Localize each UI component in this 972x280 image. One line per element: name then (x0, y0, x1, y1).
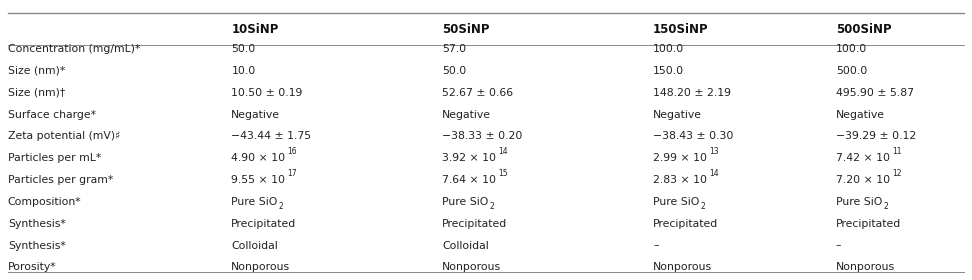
Text: 150.0: 150.0 (653, 66, 684, 76)
Text: 9.55 × 10: 9.55 × 10 (231, 175, 286, 185)
Text: 4.90 × 10: 4.90 × 10 (231, 153, 286, 163)
Text: Pure SiO: Pure SiO (231, 197, 278, 207)
Text: 7.64 × 10: 7.64 × 10 (442, 175, 497, 185)
Text: 13: 13 (710, 147, 718, 156)
Text: Precipitated: Precipitated (231, 219, 296, 229)
Text: −38.43 ± 0.30: −38.43 ± 0.30 (653, 131, 734, 141)
Text: Nonporous: Nonporous (231, 262, 291, 272)
Text: Precipitated: Precipitated (836, 219, 901, 229)
Text: 12: 12 (892, 169, 901, 178)
Text: 500.0: 500.0 (836, 66, 867, 76)
Text: 10.0: 10.0 (231, 66, 256, 76)
Text: Size (nm)†: Size (nm)† (8, 88, 65, 98)
Text: Size (nm)*: Size (nm)* (8, 66, 65, 76)
Text: 150SiNP: 150SiNP (653, 23, 709, 36)
Text: Pure SiO: Pure SiO (653, 197, 700, 207)
Text: −43.44 ± 1.75: −43.44 ± 1.75 (231, 131, 311, 141)
Text: Negative: Negative (231, 109, 280, 120)
Text: Negative: Negative (653, 109, 702, 120)
Text: Concentration (mg/mL)*: Concentration (mg/mL)* (8, 44, 140, 54)
Text: –: – (836, 241, 842, 251)
Text: 100.0: 100.0 (653, 44, 684, 54)
Text: 10SiNP: 10SiNP (231, 23, 279, 36)
Text: Pure SiO: Pure SiO (442, 197, 489, 207)
Text: 15: 15 (499, 169, 507, 178)
Text: Porosity*: Porosity* (8, 262, 56, 272)
Text: 2: 2 (701, 202, 706, 211)
Text: Zeta potential (mV)♯: Zeta potential (mV)♯ (8, 131, 121, 141)
Text: Particles per gram*: Particles per gram* (8, 175, 113, 185)
Text: 2: 2 (490, 202, 495, 211)
Text: Colloidal: Colloidal (442, 241, 489, 251)
Text: Nonporous: Nonporous (836, 262, 895, 272)
Text: 3.92 × 10: 3.92 × 10 (442, 153, 497, 163)
Text: 148.20 ± 2.19: 148.20 ± 2.19 (653, 88, 731, 98)
Text: 2.83 × 10: 2.83 × 10 (653, 175, 708, 185)
Text: Negative: Negative (442, 109, 491, 120)
Text: Negative: Negative (836, 109, 885, 120)
Text: 2.99 × 10: 2.99 × 10 (653, 153, 708, 163)
Text: 2: 2 (279, 202, 284, 211)
Text: Nonporous: Nonporous (442, 262, 502, 272)
Text: 16: 16 (288, 147, 297, 156)
Text: Colloidal: Colloidal (231, 241, 278, 251)
Text: 50.0: 50.0 (231, 44, 256, 54)
Text: 11: 11 (892, 147, 901, 156)
Text: 2: 2 (884, 202, 888, 211)
Text: 10.50 ± 0.19: 10.50 ± 0.19 (231, 88, 302, 98)
Text: Particles per mL*: Particles per mL* (8, 153, 101, 163)
Text: Synthesis*: Synthesis* (8, 219, 65, 229)
Text: Composition*: Composition* (8, 197, 82, 207)
Text: 7.20 × 10: 7.20 × 10 (836, 175, 890, 185)
Text: −39.29 ± 0.12: −39.29 ± 0.12 (836, 131, 917, 141)
Text: –: – (653, 241, 659, 251)
Text: Synthesis*: Synthesis* (8, 241, 65, 251)
Text: Nonporous: Nonporous (653, 262, 712, 272)
Text: 495.90 ± 5.87: 495.90 ± 5.87 (836, 88, 914, 98)
Text: 50SiNP: 50SiNP (442, 23, 490, 36)
Text: Precipitated: Precipitated (442, 219, 507, 229)
Text: Precipitated: Precipitated (653, 219, 718, 229)
Text: 52.67 ± 0.66: 52.67 ± 0.66 (442, 88, 513, 98)
Text: 500SiNP: 500SiNP (836, 23, 891, 36)
Text: Surface charge*: Surface charge* (8, 109, 96, 120)
Text: 17: 17 (288, 169, 296, 178)
Text: 100.0: 100.0 (836, 44, 867, 54)
Text: 7.42 × 10: 7.42 × 10 (836, 153, 890, 163)
Text: 57.0: 57.0 (442, 44, 467, 54)
Text: Pure SiO: Pure SiO (836, 197, 883, 207)
Text: 50.0: 50.0 (442, 66, 467, 76)
Text: 14: 14 (710, 169, 718, 178)
Text: −38.33 ± 0.20: −38.33 ± 0.20 (442, 131, 523, 141)
Text: 14: 14 (499, 147, 507, 156)
